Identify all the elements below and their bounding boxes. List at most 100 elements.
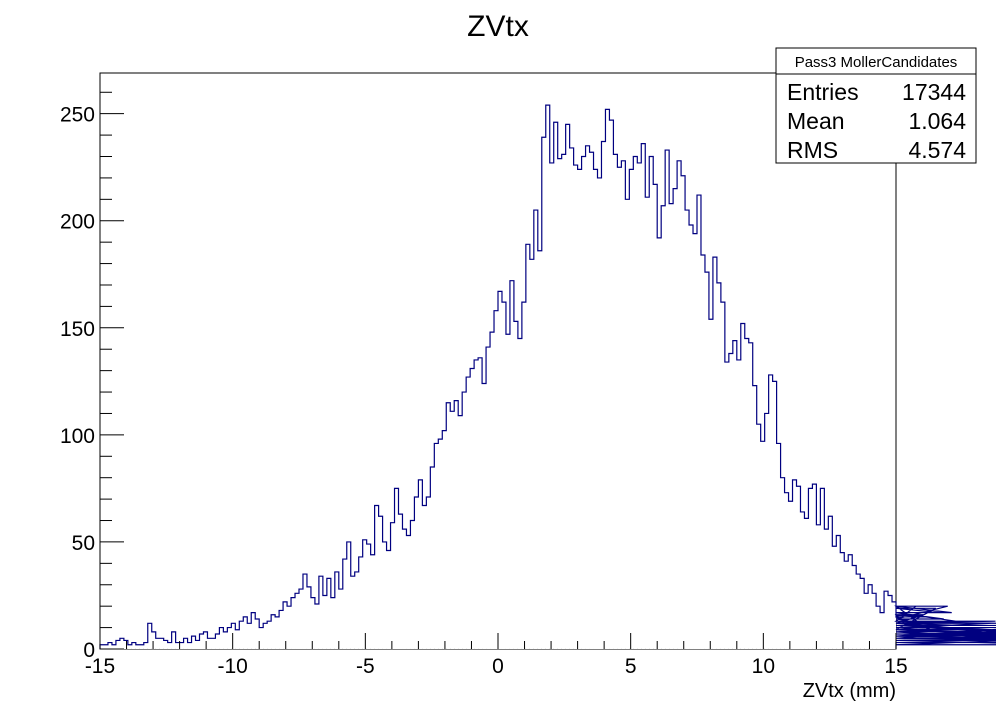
histogram-bin [501, 302, 506, 649]
histogram-bin [704, 272, 709, 649]
histogram-bin [625, 199, 630, 649]
histogram-bin [724, 362, 729, 649]
histogram-bin [394, 488, 399, 649]
y-tick-label: 200 [60, 211, 95, 234]
histogram-bin [478, 357, 483, 649]
stats-value: 17344 [902, 79, 966, 105]
histogram-bin [107, 642, 112, 649]
histogram-bin [462, 392, 467, 649]
histogram-bin [545, 105, 550, 649]
stats-box-border [775, 47, 977, 164]
histogram-bin [195, 640, 200, 649]
histogram-bin [529, 259, 534, 649]
histogram-bin [187, 642, 192, 649]
histogram-bin [852, 565, 857, 649]
stats-value: 1.064 [908, 108, 966, 134]
histogram-bin [231, 623, 236, 649]
histogram-bin [641, 143, 646, 649]
x-tick-label: 0 [492, 655, 504, 678]
stats-label: RMS [787, 137, 838, 163]
histogram-bin [458, 415, 463, 649]
histogram-bin [645, 197, 650, 650]
y-tick-label: 150 [60, 318, 95, 341]
histogram-bin [816, 524, 821, 649]
histogram-bin [597, 177, 602, 649]
histogram-bin [354, 571, 359, 649]
histogram-bin [207, 638, 212, 649]
histogram-bin [828, 516, 833, 649]
histogram-bin [649, 156, 654, 650]
histogram-bin [569, 147, 574, 649]
histogram-bin [577, 169, 582, 649]
histogram-bin [326, 578, 331, 649]
histogram-bin [553, 122, 558, 649]
histogram-bin [792, 479, 797, 649]
histogram-bin [760, 441, 765, 649]
stats-label: Entries [787, 79, 859, 105]
histogram-bin [486, 347, 491, 649]
histogram-bin [609, 120, 614, 650]
histogram-bin [275, 616, 280, 649]
histogram-bin [310, 597, 315, 649]
histogram-bin [876, 606, 881, 649]
histogram-bin [549, 162, 554, 649]
histogram-bin [159, 638, 164, 649]
histogram-bin [119, 638, 124, 649]
histogram-outline [99, 104, 996, 649]
histogram-bin [693, 233, 697, 650]
histogram-bin [681, 175, 686, 649]
histogram-bin [836, 535, 841, 649]
x-tick-label: -10 [217, 655, 247, 678]
histogram-bin [283, 601, 288, 649]
histogram-bin [247, 623, 252, 649]
stats-label: Mean [787, 108, 845, 134]
histogram-bin [330, 597, 335, 649]
histogram-bin [860, 578, 865, 649]
histogram-bin [840, 552, 845, 649]
histogram-bin [880, 612, 885, 649]
histogram-bin [653, 184, 658, 650]
histogram-bin [700, 255, 705, 649]
histogram-bin [251, 612, 256, 649]
histogram-bin [334, 571, 339, 649]
histogram-bin [139, 644, 144, 649]
histogram-bin [147, 623, 152, 649]
histogram-bin [374, 505, 379, 649]
histogram-bin [824, 529, 829, 649]
histogram-bin [712, 257, 717, 649]
histogram-bin [856, 574, 861, 649]
histogram-bin [517, 338, 522, 649]
histogram-bin [589, 152, 594, 650]
histogram-bin [346, 541, 351, 649]
histogram-bin [322, 595, 327, 649]
histogram-bin [728, 353, 733, 649]
histogram-bin [306, 586, 311, 649]
histogram-bin [844, 561, 849, 649]
histogram-bin [541, 137, 546, 649]
histogram-bin [279, 610, 284, 649]
histogram-bin [466, 377, 471, 649]
histogram-bin [271, 614, 276, 649]
histogram-bin [732, 340, 737, 649]
histogram-bin [561, 154, 566, 649]
histogram-bin [171, 631, 176, 649]
histogram-bin [454, 400, 459, 649]
histogram-bin [175, 642, 180, 649]
histogram-bin [509, 280, 514, 649]
histogram-bin [776, 443, 781, 649]
histogram-bin [358, 556, 363, 649]
stats-box-title: Pass3 MollerCandidates [795, 54, 958, 71]
histogram-bin [434, 443, 439, 649]
histogram-bin [215, 634, 220, 649]
histogram-bin [490, 332, 495, 649]
histogram-bin [350, 576, 355, 649]
histogram-bin [295, 593, 299, 649]
histogram-bin [155, 638, 160, 649]
histogram-bin [342, 559, 347, 649]
histogram-bin [585, 145, 590, 649]
histogram-bin [673, 188, 678, 650]
histogram-bin [665, 150, 670, 649]
histogram-bin [111, 644, 116, 649]
stats-value: 4.574 [908, 137, 966, 163]
